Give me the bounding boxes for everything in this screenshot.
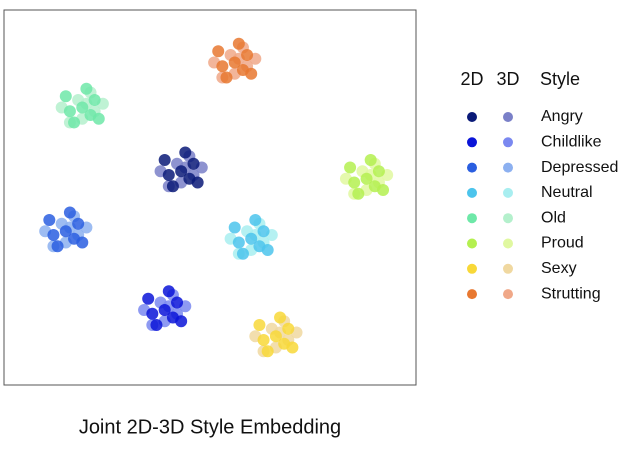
legend-label: Neutral <box>541 184 593 201</box>
point-2d <box>47 229 60 241</box>
point-2d <box>76 101 89 114</box>
point-2d <box>162 285 175 298</box>
legend-swatch-3d <box>503 112 513 122</box>
point-2d <box>352 187 365 200</box>
point-2d <box>212 45 225 58</box>
point-2d <box>245 232 258 245</box>
point-2d <box>59 225 72 238</box>
legend-label: Childlike <box>541 134 602 151</box>
legend-label: Strutting <box>541 285 601 302</box>
legend-label: Depressed <box>541 159 618 176</box>
point-2d <box>269 330 282 343</box>
legend-swatch-3d <box>503 213 513 224</box>
point-2d <box>63 105 76 118</box>
point-2d <box>187 157 200 170</box>
point-2d <box>232 236 245 249</box>
legend-label: Angry <box>541 108 583 125</box>
legend-label: Old <box>541 209 566 226</box>
legend-header: 2D <box>460 69 483 89</box>
legend-swatch-3d <box>503 263 513 274</box>
point-2d <box>253 240 266 253</box>
point-2d <box>43 214 56 226</box>
point-2d <box>72 217 85 230</box>
chart-title: Joint 2D-3D Style Embedding <box>79 416 341 438</box>
point-2d <box>171 296 184 309</box>
point-2d <box>274 311 287 324</box>
legend-swatch-2d <box>467 187 477 198</box>
point-2d <box>282 322 295 335</box>
point-2d <box>236 247 249 260</box>
point-2d <box>51 240 64 253</box>
point-2d <box>253 319 266 331</box>
legend-swatch-3d <box>503 137 513 148</box>
point-2d <box>84 109 97 121</box>
legend-swatch-2d <box>467 112 477 122</box>
point-2d <box>179 146 192 159</box>
point-2d <box>372 165 385 178</box>
plot-frame <box>3 9 417 386</box>
point-2d <box>59 90 72 103</box>
point-2d <box>175 165 188 178</box>
point-2d <box>158 304 171 316</box>
point-2d <box>261 345 274 358</box>
legend-swatch-3d <box>503 238 513 249</box>
legend-swatch-2d <box>467 162 477 173</box>
legend-header: 3D <box>496 69 519 89</box>
point-2d <box>368 180 381 193</box>
point-2d <box>216 60 229 73</box>
point-2d <box>68 232 81 245</box>
point-2d <box>146 307 159 320</box>
point-2d <box>364 154 377 166</box>
point-2d <box>232 37 245 50</box>
legend-swatch-3d <box>503 162 513 173</box>
point-2d <box>183 172 196 185</box>
point-2d <box>249 214 262 226</box>
point-2d <box>236 64 249 76</box>
point-2d <box>257 225 270 238</box>
legend-swatch-2d <box>467 289 477 300</box>
legend-swatch-3d <box>503 289 513 300</box>
point-2d <box>68 116 81 129</box>
legend-swatch-3d <box>503 187 513 198</box>
point-2d <box>220 71 233 84</box>
point-2d <box>278 337 291 350</box>
legend-swatch-2d <box>467 238 477 249</box>
point-2d <box>228 221 241 234</box>
point-2d <box>344 161 357 174</box>
point-2d <box>150 319 163 331</box>
point-2d <box>63 206 76 219</box>
point-2d <box>162 169 175 181</box>
legend-swatch-2d <box>467 137 477 148</box>
point-2d <box>228 56 241 69</box>
legend-swatch-2d <box>467 263 477 274</box>
point-2d <box>88 94 101 106</box>
legend-swatch-2d <box>467 213 477 224</box>
point-2d <box>158 154 171 166</box>
point-2d <box>80 82 93 95</box>
point-2d <box>348 176 361 189</box>
legend-header: Style <box>540 69 580 89</box>
point-2d <box>166 180 179 193</box>
point-2d <box>142 292 155 305</box>
point-2d <box>360 172 373 185</box>
legend-label: Proud <box>541 235 584 252</box>
point-2d <box>241 49 254 61</box>
point-2d <box>166 311 179 324</box>
legend-label: Sexy <box>541 260 577 277</box>
point-2d <box>257 334 270 346</box>
